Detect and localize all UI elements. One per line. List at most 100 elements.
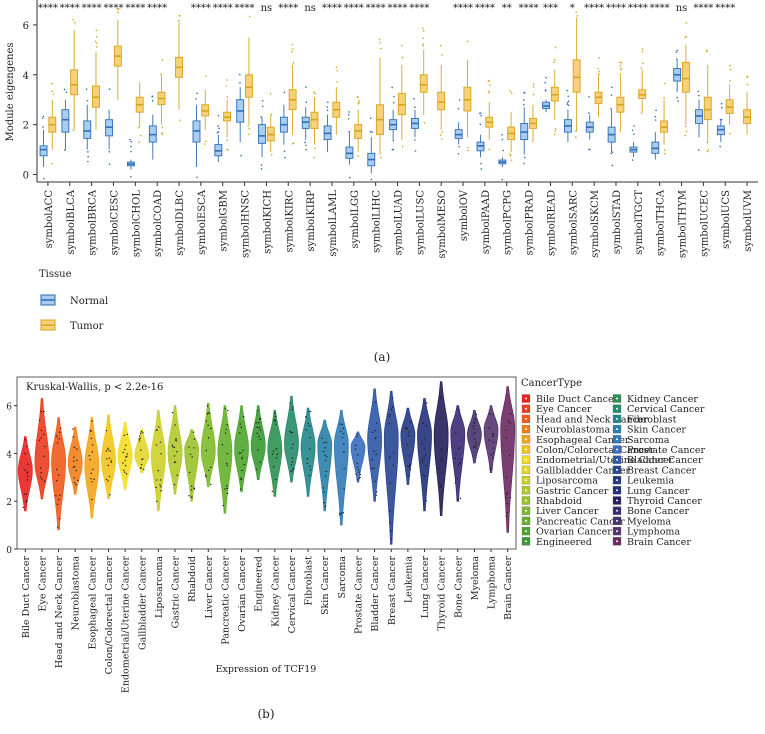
violin-point (239, 423, 242, 425)
outlier-point (489, 84, 491, 86)
outlier-point (370, 178, 373, 181)
violin-point (488, 439, 491, 441)
outlier-point (284, 156, 286, 159)
legend-dot (616, 530, 618, 533)
violin-point (106, 458, 108, 460)
violin-point (43, 455, 45, 457)
violin-point (441, 450, 443, 452)
box-normal (585, 95, 594, 151)
violin-point (357, 454, 359, 456)
x-tick-label: Bile Duct Cancer (21, 556, 32, 639)
legend-dot (616, 509, 618, 512)
outlier-point (663, 97, 665, 100)
violin-point (290, 431, 292, 434)
violin-body (350, 431, 366, 483)
outlier-point (655, 109, 657, 112)
violin-point (509, 422, 511, 424)
violin-point (473, 427, 475, 430)
box-tumor (419, 27, 428, 124)
violin-point (125, 444, 127, 447)
legend-title: Tissue (39, 269, 72, 280)
box-normal (673, 49, 682, 103)
legend-dot (525, 468, 527, 471)
outlier-point (619, 64, 622, 67)
outlier-point (260, 164, 263, 166)
x-tick-label: symbolUCEC (699, 190, 710, 257)
violin-point (306, 462, 309, 465)
violin-point (391, 397, 394, 399)
box-tumor (223, 79, 232, 151)
significance-label: **** (715, 3, 735, 14)
violin-point (124, 464, 127, 467)
x-tick-label: symbolUVM (743, 190, 754, 252)
violin-point (423, 447, 425, 449)
violin-point (224, 432, 227, 434)
violin-point (474, 446, 476, 449)
outlier-point (720, 106, 723, 109)
violin-point (105, 450, 108, 452)
violin (117, 422, 133, 490)
outlier-point (466, 40, 469, 43)
violin-point (355, 473, 357, 475)
box-tumor (397, 44, 406, 148)
violin-point (55, 495, 57, 497)
outlier-point (706, 141, 709, 144)
violin-body (500, 386, 516, 533)
outlier-point (746, 83, 749, 86)
violin-point (72, 428, 74, 430)
x-tick-label: Breast Cancer (387, 556, 398, 626)
violin-point (407, 465, 409, 467)
x-tick-label: Skin Cancer (320, 556, 331, 615)
legend-dot (525, 448, 527, 451)
legend-label: Breast Cancer (627, 465, 697, 476)
outlier-point (326, 106, 329, 108)
outlier-point (575, 136, 577, 139)
violin-point (209, 412, 211, 415)
legend-dot (525, 397, 527, 400)
violin-point (423, 456, 425, 459)
x-tick-label: Liposarcoma (154, 556, 165, 618)
violin-point (323, 502, 325, 504)
violin-body (117, 422, 133, 490)
outlier-point (553, 59, 556, 61)
violin-body (317, 419, 333, 512)
violin-point (509, 496, 512, 499)
outlier-point (314, 147, 316, 149)
violin-point (371, 458, 373, 461)
box (681, 61, 690, 93)
violin-point (323, 441, 325, 444)
significance-label: **** (60, 3, 80, 14)
outlier-point (94, 40, 97, 43)
violin-point (175, 438, 177, 440)
legend-label: Pancreatic Cancer (536, 516, 625, 527)
violin-point (492, 435, 494, 437)
violin-point (122, 462, 124, 464)
violin-point (375, 491, 378, 493)
violin-body (51, 417, 67, 531)
outlier-point (423, 121, 426, 124)
violin-point (408, 475, 411, 477)
legend-dot (616, 458, 618, 461)
violin-point (256, 409, 259, 412)
violin-point (441, 472, 444, 475)
outlier-point (226, 148, 228, 151)
x-tick-label: Kidney Cancer (270, 556, 281, 627)
violin-body (34, 398, 50, 500)
outlier-point (441, 138, 443, 140)
outlier-point (283, 150, 286, 153)
violin-point (473, 421, 475, 423)
box-tumor (266, 93, 275, 156)
outlier-point (85, 88, 88, 90)
violin-point (422, 474, 424, 476)
outlier-point (217, 114, 220, 117)
outlier-point (269, 93, 272, 95)
violin-point (475, 418, 477, 421)
box-normal (389, 86, 398, 151)
outlier-point (43, 177, 45, 180)
violin-body (167, 405, 183, 495)
violin-point (354, 448, 357, 451)
outlier-point (422, 45, 424, 47)
violin-point (256, 426, 258, 429)
outlier-point (620, 61, 623, 64)
violin-body (466, 410, 482, 464)
